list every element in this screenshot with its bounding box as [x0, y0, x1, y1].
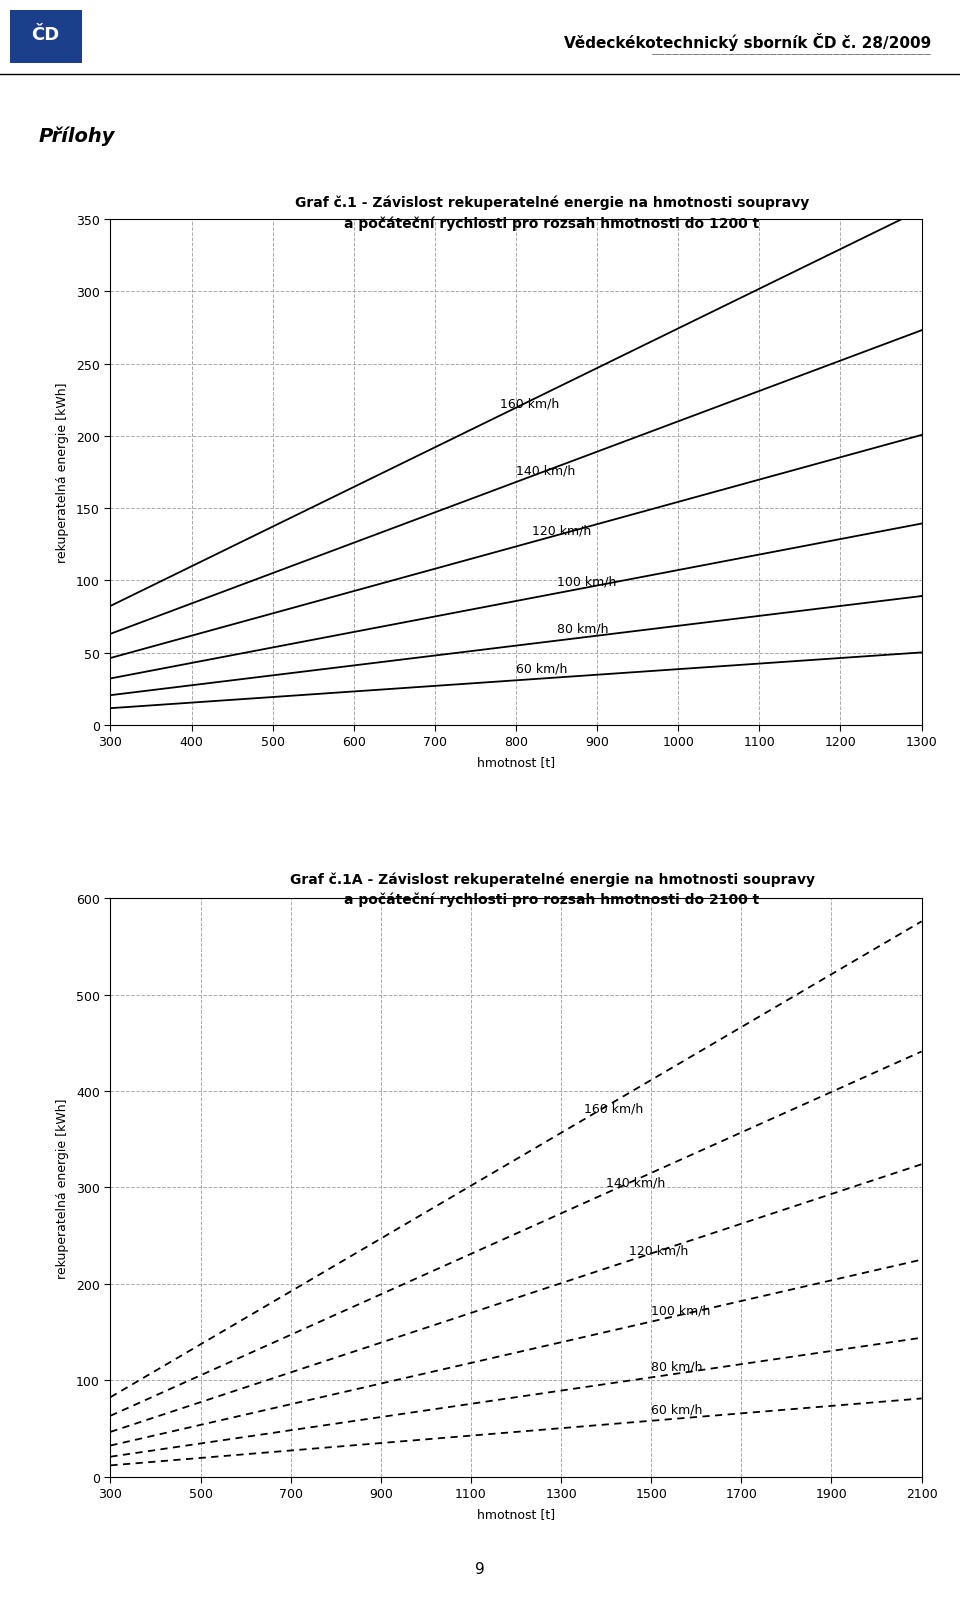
Text: 60 km/h: 60 km/h [516, 663, 567, 676]
Text: 140 km/h: 140 km/h [606, 1175, 665, 1189]
Text: Přílohy: Přílohy [38, 127, 115, 146]
Text: 100 km/h: 100 km/h [651, 1303, 710, 1318]
Text: 9: 9 [475, 1562, 485, 1576]
Text: Graf č.1A - Závislost rekuperatelné energie na hmotnosti soupravy: Graf č.1A - Závislost rekuperatelné ener… [290, 872, 814, 886]
Text: 80 km/h: 80 km/h [651, 1359, 703, 1372]
Text: a počáteční rychlosti pro rozsah hmotnosti do 1200 t: a počáteční rychlosti pro rozsah hmotnos… [345, 217, 759, 231]
FancyBboxPatch shape [10, 11, 82, 64]
X-axis label: hmotnost [t]: hmotnost [t] [477, 756, 555, 769]
Text: ————————————————————————————————————————: ———————————————————————————————————————— [651, 51, 931, 58]
Text: Vědeckékotechnický sborník ČD č. 28/2009: Vědeckékotechnický sborník ČD č. 28/2009 [564, 32, 931, 51]
Text: ČD: ČD [32, 26, 60, 43]
Text: a počáteční rychlosti pro rozsah hmotnosti do 2100 t: a počáteční rychlosti pro rozsah hmotnos… [345, 892, 759, 907]
Text: 60 km/h: 60 km/h [651, 1403, 703, 1416]
Text: 120 km/h: 120 km/h [629, 1244, 688, 1257]
Y-axis label: rekuperatelná energie [kWh]: rekuperatelná energie [kWh] [57, 382, 69, 563]
X-axis label: hmotnost [t]: hmotnost [t] [477, 1507, 555, 1520]
Text: 100 km/h: 100 km/h [557, 575, 616, 587]
Text: 160 km/h: 160 km/h [500, 398, 559, 411]
Text: 140 km/h: 140 km/h [516, 464, 575, 477]
Text: 120 km/h: 120 km/h [532, 523, 591, 538]
Text: 160 km/h: 160 km/h [584, 1103, 643, 1115]
Y-axis label: rekuperatelná energie [kWh]: rekuperatelná energie [kWh] [56, 1098, 69, 1278]
Text: 80 km/h: 80 km/h [557, 623, 608, 636]
Text: Graf č.1 - Závislost rekuperatelné energie na hmotnosti soupravy: Graf č.1 - Závislost rekuperatelné energ… [295, 196, 809, 210]
